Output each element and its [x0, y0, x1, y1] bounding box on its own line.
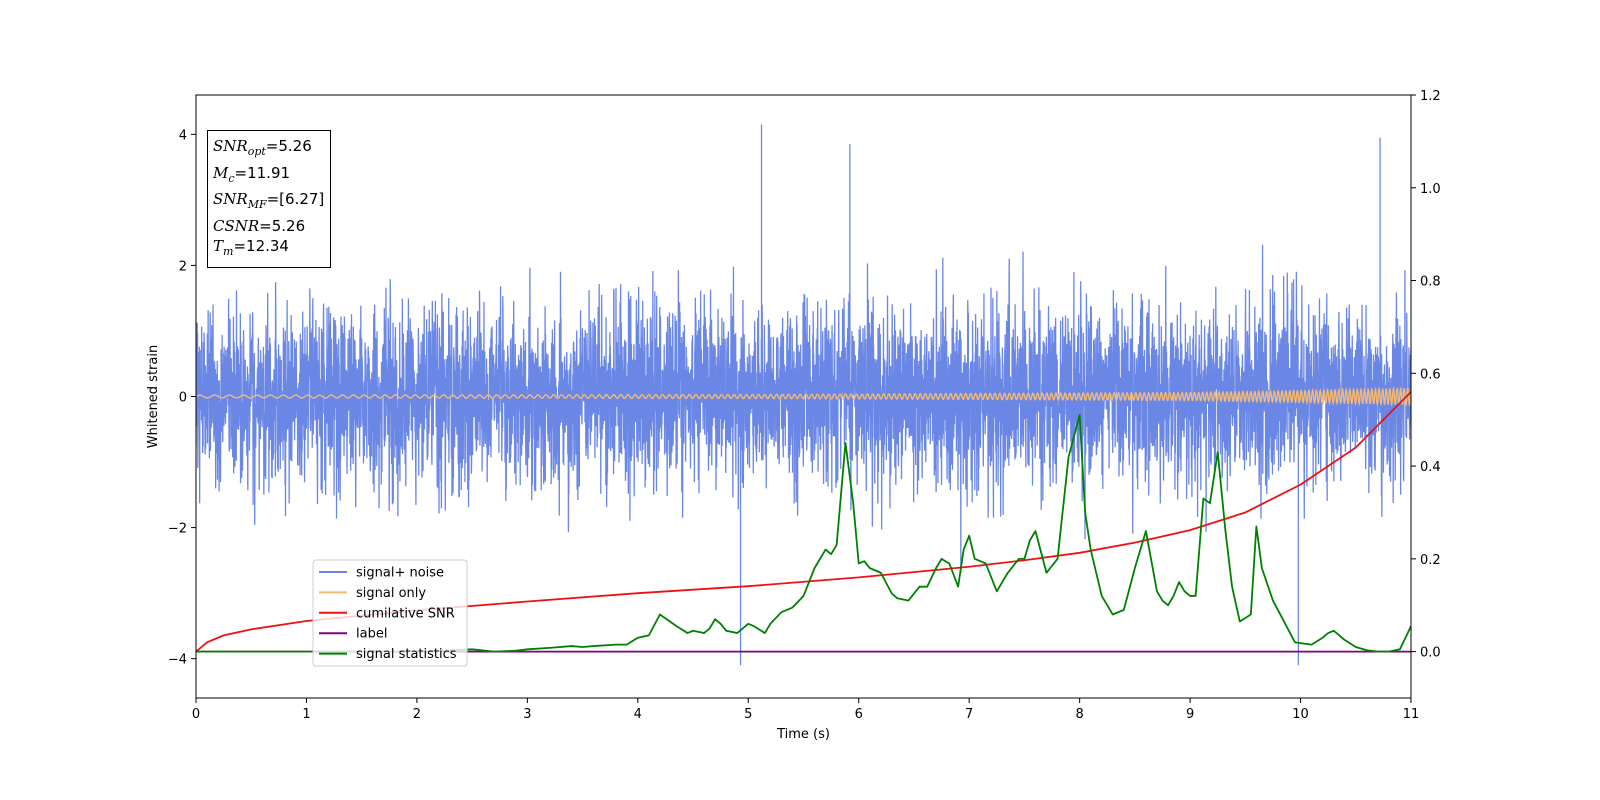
- x-tick-label: 9: [1186, 707, 1194, 722]
- legend-label-3: label: [356, 627, 387, 642]
- y-tick-label: 4: [179, 128, 187, 143]
- legend: signal+ noise signal only cumilative SNR la…: [312, 559, 468, 667]
- x-tick-label: 6: [855, 707, 863, 722]
- series-signal-statistics-line: [196, 414, 1411, 653]
- x-tick-label: 1: [302, 707, 310, 722]
- info-line-snr-opt: SNRopt=5.26: [213, 137, 312, 158]
- x-tick-label: 7: [965, 707, 973, 722]
- y2-tick-label: 0.6: [1420, 367, 1441, 382]
- info-line-mc: Mc=11.91: [213, 163, 291, 185]
- x-tick-label: 3: [523, 707, 531, 722]
- y2-tick-label: 0.4: [1420, 460, 1441, 475]
- y2-tick-label: 1.0: [1420, 182, 1441, 197]
- info-annotation-box: SNRopt=5.26 Mc=11.91 SNRMF=[6.27] CSNR=5…: [207, 130, 332, 268]
- series-signal-noise-line: [196, 244, 1411, 574]
- x-tick-label: 2: [413, 707, 421, 722]
- legend-box: [312, 559, 468, 667]
- y-axis-label: Whitened strain: [146, 345, 161, 448]
- y2-tick-label: 0.0: [1420, 646, 1441, 661]
- series-cumulative-snr-line: [196, 391, 1411, 653]
- legend-label-4: signal statistics: [356, 647, 457, 662]
- y-tick-label: −4: [168, 653, 187, 668]
- x-tick-label: 11: [1403, 707, 1420, 722]
- y-tick-label: 0: [179, 391, 187, 406]
- x-tick-label: 0: [192, 707, 200, 722]
- legend-label-2: cumilative SNR: [356, 606, 455, 621]
- axes: 0 1 2 3 4 5 6 7 8 9 10 11 −4 −2 0 2 4 0.0 0.2 0.4 0.6 0.8 1.0 1…: [146, 89, 1441, 742]
- legend-label-0: signal+ noise: [356, 566, 444, 581]
- series-signal-only-line: [196, 385, 1411, 407]
- x-tick-label: 8: [1075, 707, 1083, 722]
- info-line-snr-mf: SNRMF=[6.27]: [213, 190, 325, 211]
- legend-label-1: signal only: [356, 586, 426, 601]
- x-tick-label: 10: [1292, 707, 1309, 722]
- x-tick-label: 4: [634, 707, 642, 722]
- x-axis-label: Time (s): [776, 727, 830, 742]
- y2-tick-label: 1.2: [1420, 89, 1441, 104]
- y2-tick-label: 0.8: [1420, 275, 1441, 290]
- info-line-csnr: CSNR=5.26: [213, 216, 306, 235]
- y2-tick-label: 0.2: [1420, 553, 1441, 568]
- y-tick-label: −2: [168, 522, 187, 537]
- info-line-tm: Tm=12.34: [213, 237, 289, 258]
- x-tick-label: 5: [744, 707, 752, 722]
- y-tick-label: 2: [179, 259, 187, 274]
